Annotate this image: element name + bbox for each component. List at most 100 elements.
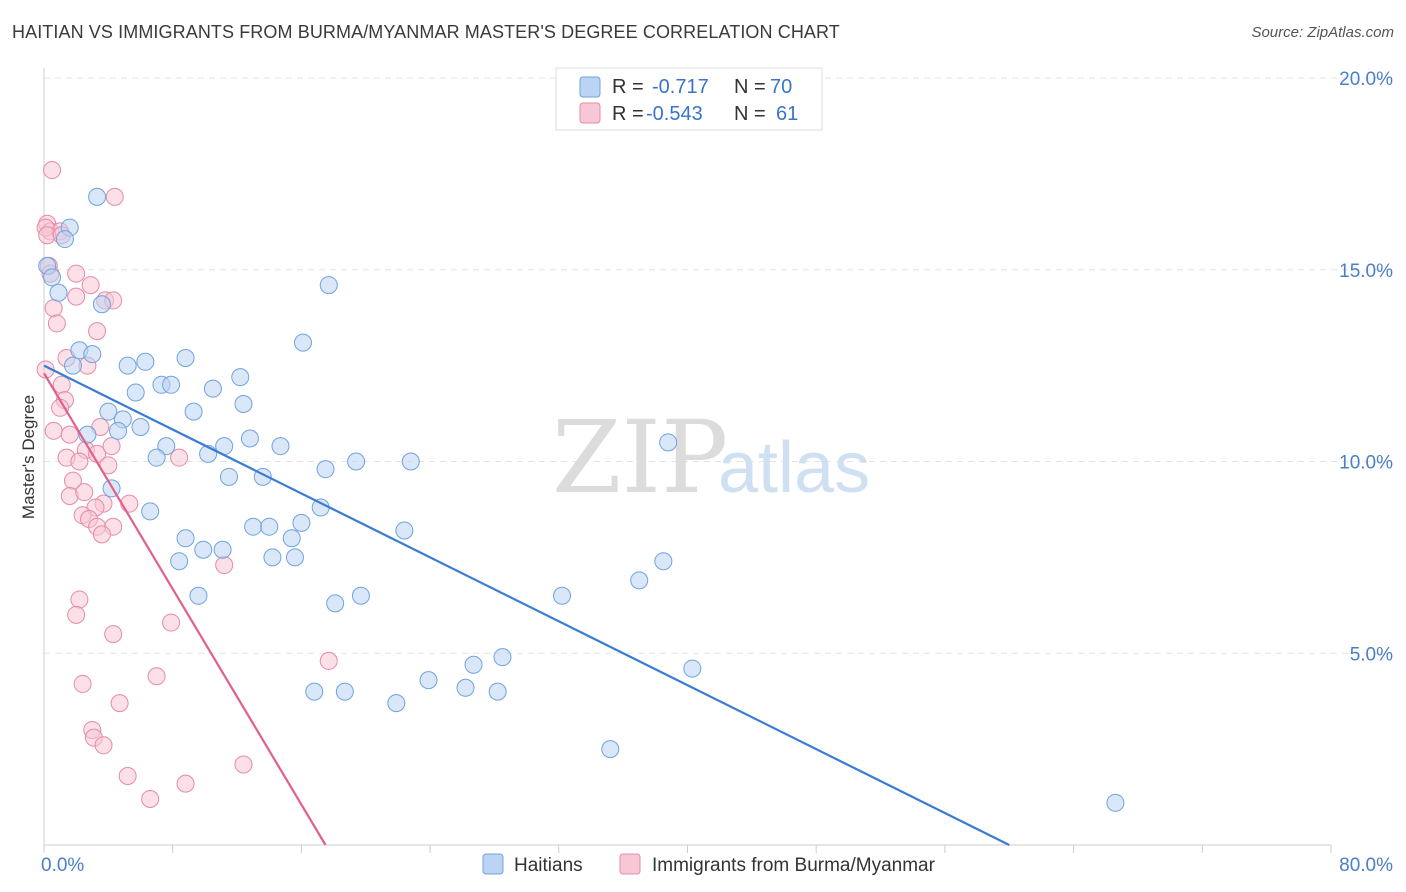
bottom-legend-swatch-burma <box>619 853 641 875</box>
point-haitians-7 <box>319 276 338 295</box>
point-haitians-66 <box>488 682 507 701</box>
point-haitians-55 <box>189 586 208 605</box>
point-haitians-44 <box>260 517 279 536</box>
y-tick-label-2: 15.0% <box>1339 261 1393 282</box>
point-haitians-33 <box>316 460 335 479</box>
point-haitians-42 <box>292 513 311 532</box>
point-burma-39 <box>92 525 111 544</box>
point-haitians-49 <box>213 540 232 559</box>
bottom-legend: Haitians Immigrants from Burma/Myanmar <box>482 853 936 876</box>
chart-title: HAITIAN VS IMMIGRANTS FROM BURMA/MYANMAR… <box>12 22 840 42</box>
point-haitians-63 <box>305 682 324 701</box>
point-haitians-67 <box>387 694 406 713</box>
point-haitians-10 <box>83 345 102 364</box>
point-burma-27 <box>70 452 89 471</box>
point-burma-52 <box>234 755 253 774</box>
point-haitians-52 <box>285 548 304 567</box>
point-haitians-36 <box>659 433 678 452</box>
point-haitians-18 <box>126 383 145 402</box>
watermark-atlas: atlas <box>718 428 870 508</box>
legend-n-value-burma: 61 <box>776 103 798 125</box>
point-haitians-11 <box>63 356 82 375</box>
legend-r-value-burma: -0.543 <box>646 103 703 125</box>
point-haitians-14 <box>176 348 195 367</box>
point-burma-12 <box>88 322 107 341</box>
point-haitians-45 <box>395 521 414 540</box>
point-haitians-54 <box>630 571 649 590</box>
legend-swatch-haitians <box>579 76 601 98</box>
point-burma-11 <box>47 314 66 333</box>
point-haitians-22 <box>99 402 118 421</box>
point-burma-54 <box>176 774 195 793</box>
legend-n-value-haitians: 70 <box>770 76 792 98</box>
point-burma-21 <box>60 425 79 444</box>
bottom-legend-haitians: Haitians <box>514 855 583 876</box>
point-haitians-0 <box>88 187 107 206</box>
legend-n-label-haitians: N = <box>734 76 766 98</box>
point-haitians-27 <box>157 437 176 456</box>
point-haitians-40 <box>141 502 160 521</box>
point-burma-42 <box>67 605 86 624</box>
legend-swatch-burma <box>579 102 601 124</box>
point-haitians-13 <box>136 352 155 371</box>
source-note: Source: ZipAtlas.com <box>1251 24 1394 41</box>
legend-box: R = -0.717 N = 70 R = -0.543 N = 61 <box>555 67 823 131</box>
point-haitians-53 <box>654 552 673 571</box>
data-points <box>36 161 1125 812</box>
point-burma-32 <box>120 494 139 513</box>
point-haitians-34 <box>347 452 366 471</box>
legend-n-label-burma: N = <box>734 103 766 125</box>
point-burma-41 <box>70 590 89 609</box>
point-burma-0 <box>43 161 62 180</box>
point-burma-51 <box>94 736 113 755</box>
point-burma-43 <box>162 613 181 632</box>
point-haitians-20 <box>234 394 253 413</box>
axes <box>43 68 1332 853</box>
point-haitians-43 <box>244 517 263 536</box>
y-tick-label-3: 20.0% <box>1339 69 1393 90</box>
point-burma-10 <box>44 299 63 318</box>
point-burma-47 <box>73 674 92 693</box>
point-haitians-32 <box>147 448 166 467</box>
point-haitians-57 <box>351 586 370 605</box>
point-haitians-64 <box>335 682 354 701</box>
point-haitians-8 <box>294 333 313 352</box>
point-haitians-19 <box>203 379 222 398</box>
x-tick-label-1: 80.0% <box>1339 855 1393 876</box>
point-burma-1 <box>105 187 124 206</box>
trend-line-burma <box>43 372 327 846</box>
x-tick-label-0: 0.0% <box>41 855 84 876</box>
point-haitians-29 <box>240 429 259 448</box>
point-haitians-47 <box>282 529 301 548</box>
point-haitians-41 <box>311 498 330 517</box>
grid-lines <box>44 77 1392 654</box>
point-haitians-24 <box>109 421 128 440</box>
point-haitians-15 <box>231 368 250 387</box>
point-burma-40 <box>215 556 234 575</box>
point-burma-55 <box>141 789 160 808</box>
point-haitians-35 <box>401 452 420 471</box>
point-haitians-65 <box>456 678 475 697</box>
bottom-legend-swatch-haitians <box>482 853 504 875</box>
point-haitians-25 <box>131 417 150 436</box>
bottom-legend-burma: Immigrants from Burma/Myanmar <box>652 855 936 876</box>
point-burma-46 <box>147 667 166 686</box>
y-tick-label-0: 5.0% <box>1350 644 1393 665</box>
point-haitians-69 <box>1106 793 1125 812</box>
point-haitians-4 <box>43 268 62 287</box>
point-haitians-17 <box>162 375 181 394</box>
tick-labels: 5.0% 10.0% 15.0% 20.0% 0.0% 80.0% <box>41 69 1393 876</box>
point-burma-7 <box>67 287 86 306</box>
point-haitians-37 <box>220 467 239 486</box>
point-burma-53 <box>118 766 137 785</box>
legend-r-label-haitians: R = <box>612 76 644 98</box>
legend-r-value-haitians: -0.717 <box>652 76 709 98</box>
point-haitians-5 <box>49 283 68 302</box>
y-axis-label: Master's Degree <box>19 395 38 519</box>
point-haitians-6 <box>92 295 111 314</box>
point-haitians-61 <box>683 659 702 678</box>
point-haitians-48 <box>194 540 213 559</box>
point-burma-16 <box>52 375 71 394</box>
point-haitians-12 <box>118 356 137 375</box>
